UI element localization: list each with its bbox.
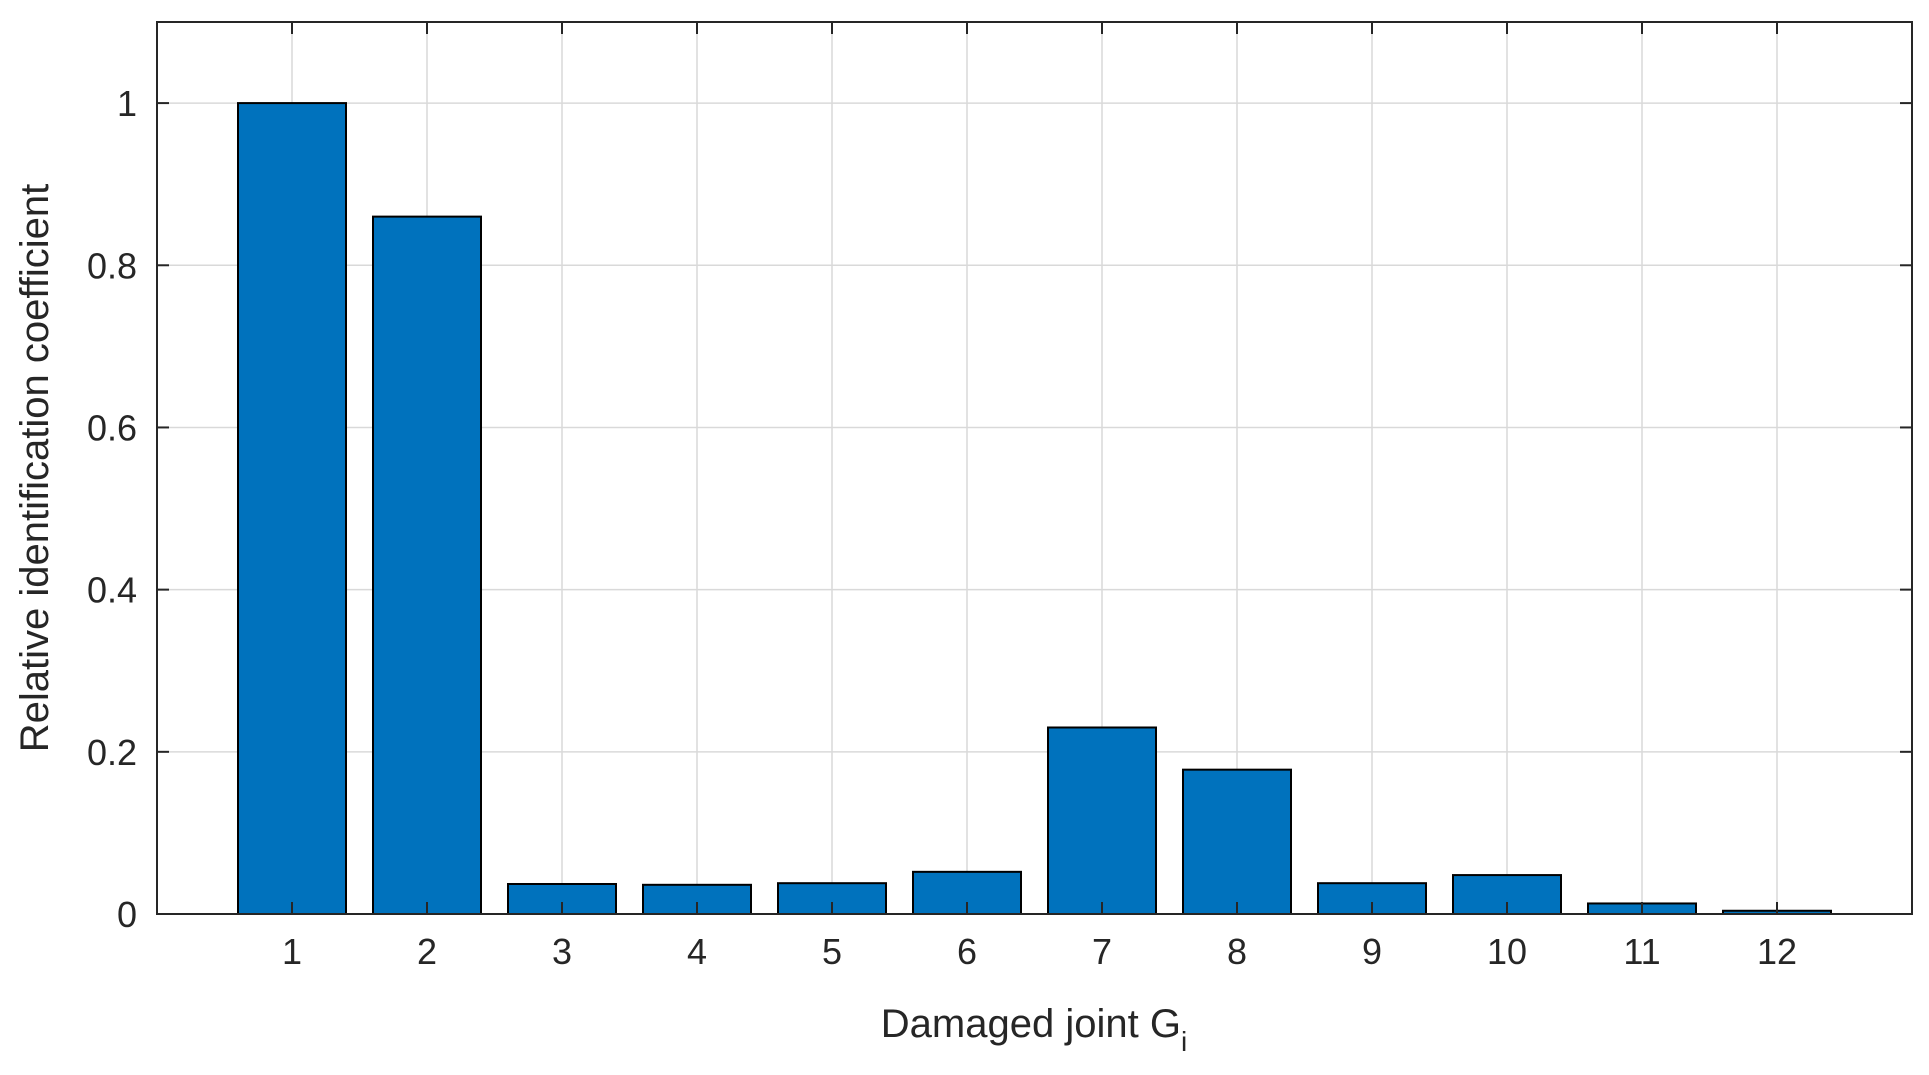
x-tick-label: 6 [957, 931, 977, 972]
x-tick-label: 2 [417, 931, 437, 972]
y-tick-label: 0.8 [87, 245, 137, 286]
x-tick-label: 4 [687, 931, 707, 972]
x-axis-label: Damaged joint Gi [881, 1002, 1187, 1057]
x-tick-label: 11 [1623, 931, 1660, 972]
x-tick-label: 12 [1757, 931, 1797, 972]
y-tick-label: 0.2 [87, 732, 137, 773]
x-tick-label: 8 [1227, 931, 1247, 972]
x-tick-label: 7 [1092, 931, 1112, 972]
plot-frame [156, 21, 1913, 915]
x-tick-label: 1 [282, 931, 302, 972]
x-tick-label: 9 [1362, 931, 1382, 972]
y-tick-label: 0.4 [87, 570, 137, 611]
bar [1182, 768, 1292, 916]
bars [237, 102, 1832, 916]
y-axis-label: Relative identification coefficient [13, 184, 57, 752]
x-tick-label: 3 [552, 931, 572, 972]
bar [237, 102, 347, 916]
y-tick-label: 0 [117, 894, 137, 935]
y-tick-label: 1 [117, 83, 137, 124]
x-tick-label: 10 [1487, 931, 1527, 972]
x-tick-label: 5 [822, 931, 842, 972]
y-tick-label: 0.6 [87, 407, 137, 448]
bar [1047, 726, 1157, 915]
x-axis-label-subscript: i [1181, 1026, 1187, 1057]
bar [372, 215, 482, 916]
x-axis-label-main: Damaged joint G [881, 1002, 1181, 1046]
